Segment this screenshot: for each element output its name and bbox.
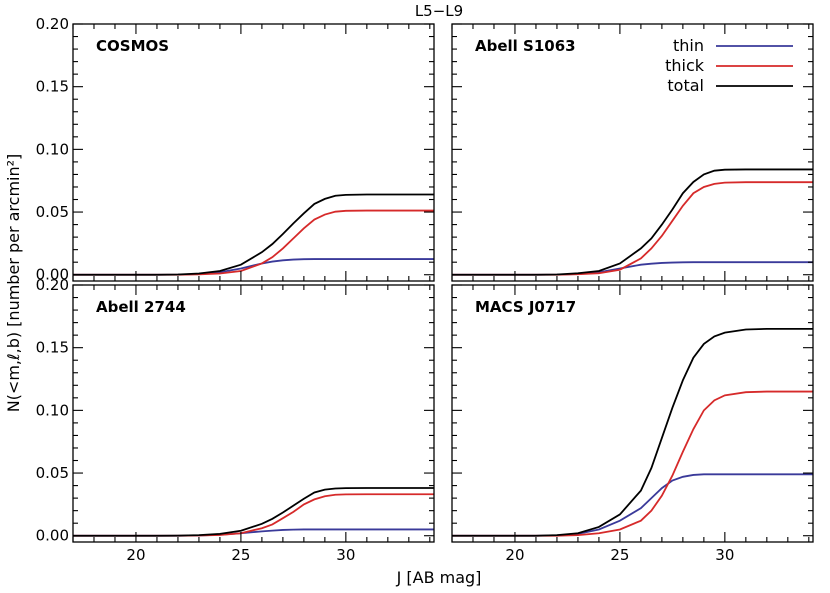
panel-4: 20 25 30 MACS J0717 [451, 284, 814, 564]
y-tick-label: 0.10 [36, 401, 69, 419]
series-line-thin [452, 261, 813, 276]
x-tick-label: 25 [610, 546, 629, 564]
figure-title: L5−L9 [415, 2, 463, 20]
panel-1: 0.00 0.05 0.10 0.15 0.20 COSMOS [36, 15, 435, 284]
plot-frame [72, 23, 435, 282]
y-tick-label: 0.15 [36, 78, 69, 96]
plot-frame [72, 284, 435, 543]
y-tick-label: 0.10 [36, 140, 69, 158]
legend-label-thick: thick [665, 56, 705, 75]
series-line-total [73, 487, 434, 537]
plot-frame [451, 23, 814, 282]
series-line-total [452, 168, 813, 276]
y-tick-label: 0.00 [36, 527, 69, 545]
y-tick-label: 0.00 [36, 266, 69, 284]
panel-label: Abell 2744 [96, 298, 186, 316]
y-tick-label: 0.20 [36, 15, 69, 33]
legend-label-total: total [667, 76, 704, 95]
panel-label: Abell S1063 [475, 37, 576, 55]
y-tick-label: 0.05 [36, 203, 69, 221]
panel-3: 20 25 30 0.00 0.05 0.10 0.15 0.20 Abell 2744 [36, 276, 435, 564]
x-tick-label: 30 [336, 546, 355, 564]
series-line-thin [452, 473, 813, 537]
series-line-total [452, 327, 813, 537]
x-axis-label: J [AB mag] [396, 568, 482, 587]
y-tick-label: 0.20 [36, 276, 69, 294]
y-axis-label: N(<m,ℓ,b) [number per arcmin²] [4, 154, 23, 413]
x-tick-label: 30 [715, 546, 734, 564]
x-tick-label: 20 [126, 546, 145, 564]
panel-label: COSMOS [96, 37, 169, 55]
series-line-total [73, 193, 434, 276]
panel-label: MACS J0717 [475, 298, 576, 316]
legend-label-thin: thin [673, 36, 704, 55]
y-tick-label: 0.15 [36, 339, 69, 357]
x-tick-label: 25 [231, 546, 250, 564]
panel-grid: 0.00 0.05 0.10 0.15 0.20 COSMOS Abell S1063 thi… [36, 15, 814, 564]
y-tick-label: 0.05 [36, 464, 69, 482]
x-tick-label: 20 [505, 546, 524, 564]
series-line-thick [452, 181, 813, 276]
plot-frame [451, 284, 814, 543]
